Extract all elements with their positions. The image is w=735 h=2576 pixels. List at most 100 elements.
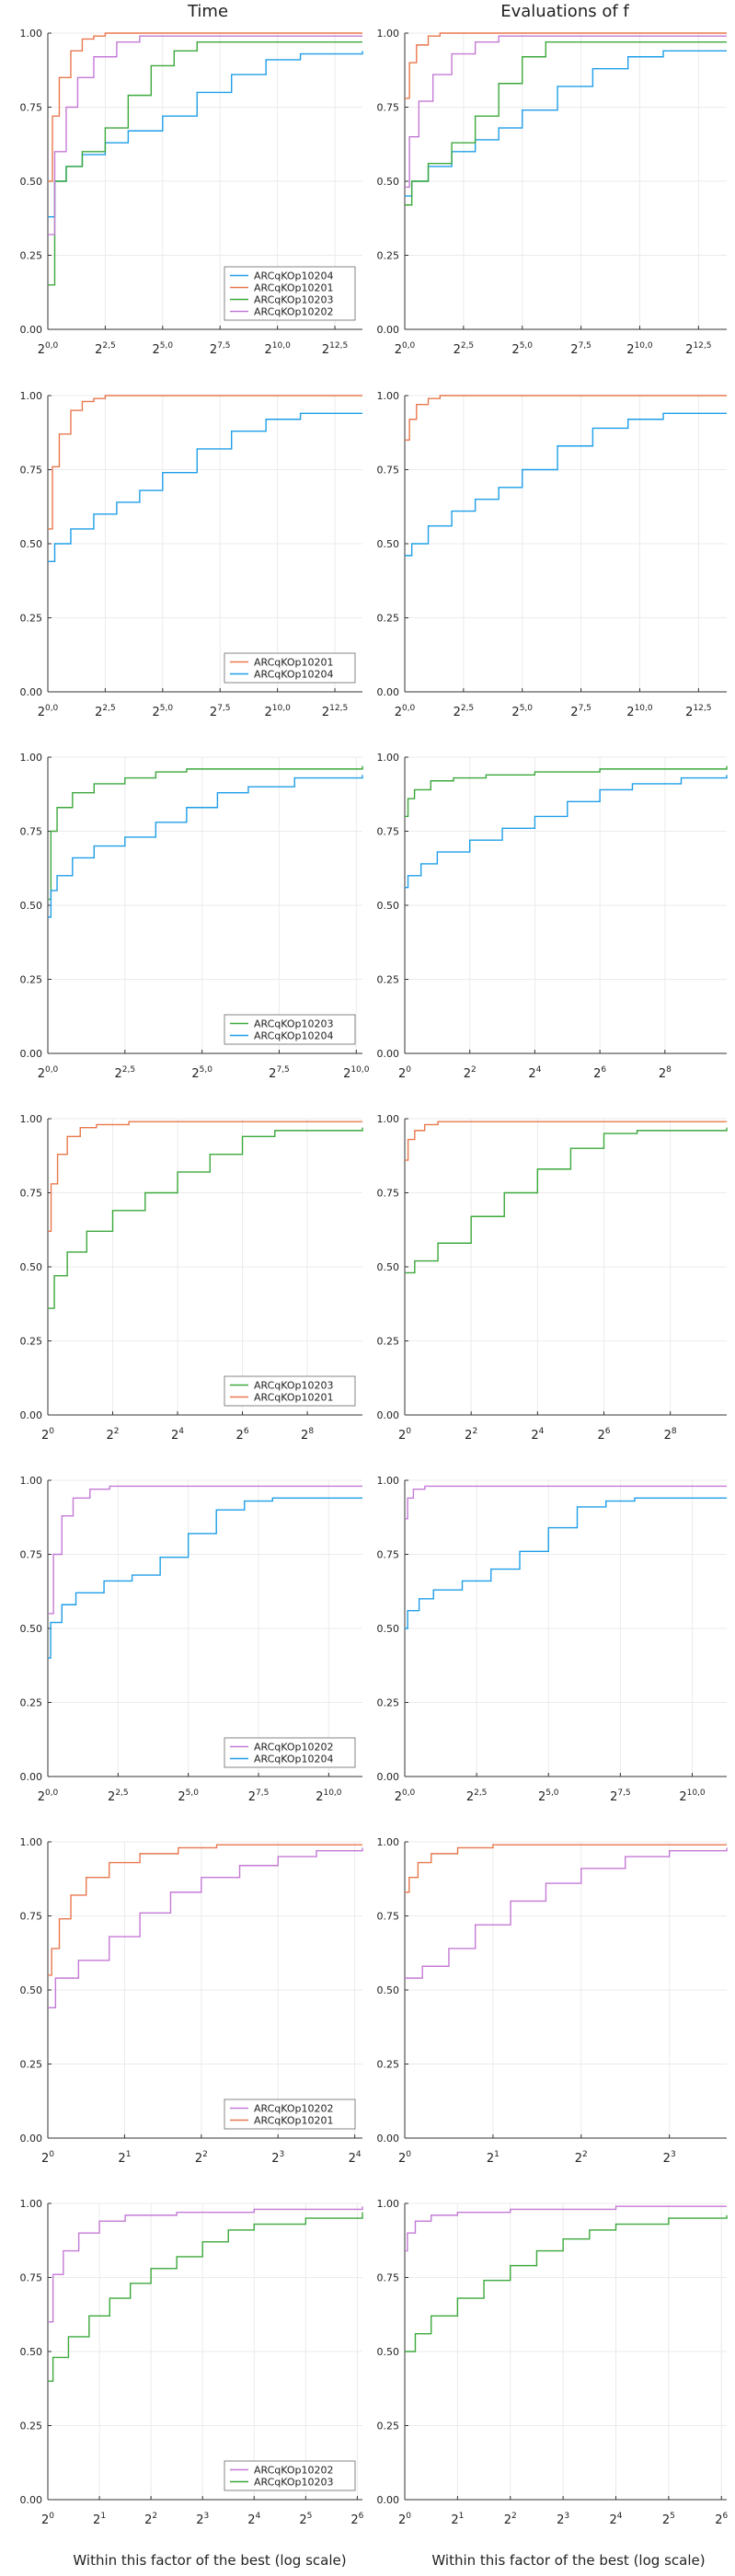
y-tick-label: 0.75 <box>377 1188 400 1200</box>
x-tick-label: 20,0 <box>395 341 416 357</box>
x-tick-label: 24 <box>610 2512 623 2527</box>
legend-label: ARCqKOp10202 <box>254 306 334 318</box>
x-tick-label: 22,5 <box>454 704 475 719</box>
y-tick-label: 0.00 <box>377 686 400 698</box>
x-tick-label: 21 <box>451 2512 464 2527</box>
series-line-ARCqKOp10202 <box>405 1847 728 1979</box>
x-tick-label: 20 <box>398 2150 411 2166</box>
x-tick-label: 20 <box>41 2512 54 2527</box>
y-tick-label: 0.50 <box>377 2346 400 2358</box>
y-tick-label: 0.75 <box>20 1911 43 1923</box>
series-line-ARCqKOp10203 <box>48 1127 363 1309</box>
y-tick-label: 1.00 <box>377 28 400 40</box>
y-tick-label: 1.00 <box>20 1113 43 1125</box>
y-tick-label: 0.75 <box>377 102 400 114</box>
series-line-ARCqKOp10203 <box>48 765 363 901</box>
y-tick-label: 0.50 <box>377 1261 400 1273</box>
series-line-ARCqKOp10202 <box>48 35 362 236</box>
chart-panel-6-0: 0.00 0.25 0.50 0.75 1.00 20 21 22 23 24 25 26 ARCqKO… <box>20 2198 364 2527</box>
legend-label: ARCqKOp10201 <box>254 2115 334 2127</box>
x-tick-label: 212,5 <box>685 704 711 719</box>
column-title-time: Time <box>187 2 228 21</box>
y-tick-label: 0.75 <box>20 826 43 838</box>
x-tick-label: 22,5 <box>454 341 475 357</box>
series-line-ARCqKOp10202 <box>48 1847 363 2009</box>
x-tick-label: 25,0 <box>511 341 533 357</box>
series-line-ARCqKOp10201 <box>48 1844 362 1976</box>
y-tick-label: 0.50 <box>20 538 43 550</box>
x-tick-label: 210,0 <box>343 1065 370 1081</box>
series-line-ARCqKOp10202 <box>405 1485 727 1520</box>
series-line-ARCqKOp10203 <box>405 1127 728 1274</box>
x-tick-label: 22,5 <box>115 1065 136 1081</box>
y-tick-label: 0.25 <box>377 974 400 986</box>
x-tick-label: 20,0 <box>38 341 59 357</box>
series-line-ARCqKOp10204 <box>48 775 363 918</box>
y-tick-label: 0.25 <box>20 1336 43 1348</box>
x-tick-label: 26 <box>350 2512 363 2527</box>
y-tick-label: 0.50 <box>20 2346 43 2358</box>
legend-label: ARCqKOp10203 <box>254 2477 334 2489</box>
y-tick-label: 1.00 <box>20 28 43 40</box>
y-tick-label: 0.75 <box>20 465 43 477</box>
chart-panel-4-1: 0.00 0.25 0.50 0.75 1.00 20,0 22,5 25,0 27,5 210,… <box>377 1475 727 1804</box>
x-tick-label: 28 <box>664 1427 677 1443</box>
y-tick-label: 0.50 <box>20 1984 43 1996</box>
legend-label: ARCqKOp10201 <box>254 1392 334 1404</box>
y-tick-label: 0.00 <box>377 1048 400 1060</box>
y-tick-label: 0.50 <box>20 1261 43 1273</box>
x-tick-label: 24 <box>349 2150 362 2166</box>
series-line-ARCqKOp10204 <box>48 1497 362 1659</box>
y-tick-label: 0.25 <box>20 1697 43 1709</box>
x-tick-label: 22 <box>107 1427 120 1443</box>
y-tick-label: 0.50 <box>20 176 43 188</box>
y-tick-label: 0.25 <box>20 250 43 262</box>
x-tick-label: 27,5 <box>570 341 591 357</box>
x-tick-label: 210,0 <box>264 704 291 719</box>
x-tick-label: 26 <box>593 1065 606 1081</box>
x-tick-label: 20,0 <box>395 704 416 719</box>
chart-panel-5-0: 0.00 0.25 0.50 0.75 1.00 20 21 22 23 24 ARCqKOp102… <box>20 1836 363 2166</box>
chart-panel-2-1: 0.00 0.25 0.50 0.75 1.00 20 22 24 26 28 <box>377 752 728 1081</box>
legend-label: ARCqKOp10202 <box>254 2103 334 2115</box>
x-tick-label: 27,5 <box>610 1788 631 1804</box>
y-tick-label: 0.00 <box>20 2133 43 2145</box>
legend-label: ARCqKOp10202 <box>254 1742 334 1754</box>
y-tick-label: 0.00 <box>377 2133 400 2145</box>
x-tick-label: 26 <box>715 2512 728 2527</box>
x-tick-label: 210,0 <box>679 1788 706 1804</box>
y-tick-label: 0.50 <box>377 900 400 912</box>
y-tick-label: 0.50 <box>377 1623 400 1635</box>
y-tick-label: 0.25 <box>377 250 400 262</box>
series-line-ARCqKOp10201 <box>48 395 362 530</box>
series-line-ARCqKOp10201 <box>405 1844 727 1893</box>
legend-label: ARCqKOp10204 <box>254 1030 334 1042</box>
x-tick-label: 210,0 <box>626 704 653 719</box>
y-tick-label: 1.00 <box>377 752 400 764</box>
xlabel-left: Within this factor of the best (log scal… <box>73 2552 346 2569</box>
y-tick-label: 0.75 <box>377 465 400 477</box>
column-title-evaluations: Evaluations of f <box>500 2 629 21</box>
chart-panel-1-1: 0.00 0.25 0.50 0.75 1.00 20,0 22,5 25,0 27,5 210,… <box>377 390 727 719</box>
y-tick-label: 1.00 <box>377 390 400 402</box>
x-tick-label: 20 <box>398 2512 411 2527</box>
x-tick-label: 20 <box>398 1427 411 1443</box>
series-line-ARCqKOp10201 <box>48 1121 362 1233</box>
xlabel-right: Within this factor of the best (log scal… <box>431 2552 705 2569</box>
x-tick-label: 22,5 <box>95 341 116 357</box>
x-tick-label: 25,0 <box>153 704 174 719</box>
series-line-ARCqKOp10204 <box>405 412 727 557</box>
x-tick-label: 20,0 <box>38 1788 59 1804</box>
series-line-ARCqKOp10203 <box>405 40 727 206</box>
y-tick-label: 0.50 <box>20 1623 43 1635</box>
x-tick-label: 22 <box>195 2150 208 2166</box>
legend-label: ARCqKOp10203 <box>254 294 334 306</box>
y-tick-label: 0.50 <box>377 176 400 188</box>
x-tick-label: 20 <box>398 1065 411 1081</box>
series-line-ARCqKOp10201 <box>405 1121 727 1161</box>
x-tick-label: 24 <box>247 2512 260 2527</box>
x-tick-label: 22 <box>465 1427 477 1443</box>
y-tick-label: 0.75 <box>377 2272 400 2284</box>
y-tick-label: 0.75 <box>377 826 400 838</box>
x-tick-label: 25 <box>299 2512 312 2527</box>
